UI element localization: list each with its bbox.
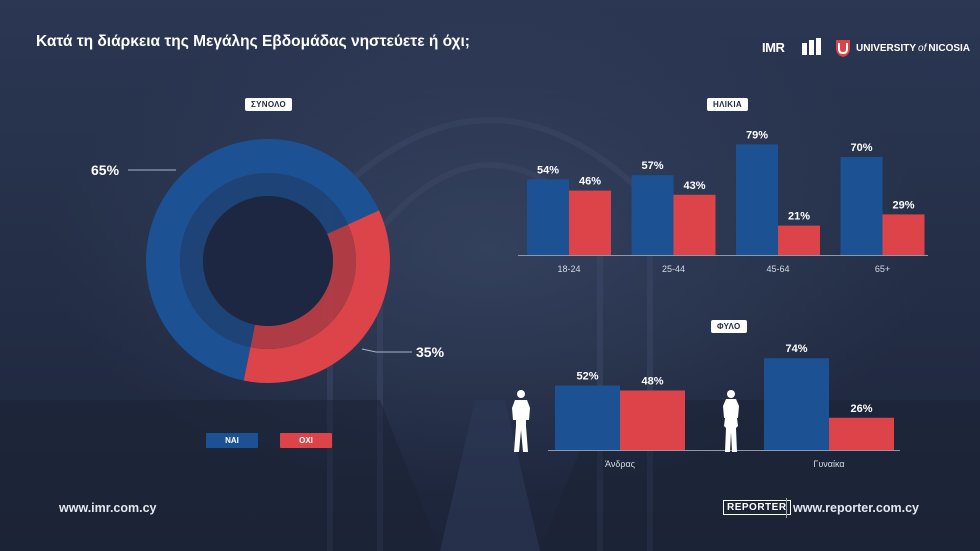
reporter-logo: REPORTER xyxy=(723,500,791,515)
bar-no-1 xyxy=(829,417,894,450)
university-of-nicosia-logo: UNIVERSITY of NICOSIA xyxy=(834,38,970,58)
bar-value-label: 26% xyxy=(850,403,872,415)
category-label: Γυναίκα xyxy=(813,459,844,469)
category-label: Άνδρας xyxy=(605,459,636,469)
bar-value-label: 46% xyxy=(579,176,601,188)
unic-nicosia: NICOSIA xyxy=(928,42,971,54)
bar-chart-age: 54% 46% 18-24 57% 43% 25-44 79% 21% 45-64 70% 29% 6… xyxy=(518,129,928,274)
bar-yes-0 xyxy=(527,179,569,255)
bar-value-label: 52% xyxy=(576,371,598,383)
imr-logo: IMR xyxy=(762,40,785,55)
bar-yes-1 xyxy=(631,175,674,255)
category-label: 25-44 xyxy=(662,264,685,274)
badge-gender: ΦΥΛΟ xyxy=(711,320,747,333)
gender-figures xyxy=(512,390,739,452)
unic-shield-icon xyxy=(836,40,850,57)
donut-slice-no xyxy=(243,210,390,383)
page-title: Κατά τη διάρκεια της Μεγάλης Εβδομάδας ν… xyxy=(36,33,470,50)
footer-divider xyxy=(786,498,787,518)
bar-value-label: 48% xyxy=(641,375,663,387)
legend-no: ΟΧΙ xyxy=(280,433,332,448)
bar-no-1 xyxy=(673,194,716,255)
bar-yes-1 xyxy=(764,358,829,450)
bar-yes-0 xyxy=(555,385,620,450)
unic-of: of xyxy=(918,42,927,54)
bar-yes-2 xyxy=(736,144,778,255)
donut-hole xyxy=(203,196,333,326)
donut-label-yes: 65% xyxy=(91,162,120,178)
bar-no-3 xyxy=(882,214,925,255)
bar-value-label: 43% xyxy=(683,180,705,192)
bar-chart-gender: 52% 48% Άνδρας 74% 26% Γυναίκα xyxy=(548,343,900,469)
donut-label-no: 35% xyxy=(416,344,445,360)
badge-total: ΣΥΝΟΛΟ xyxy=(245,98,293,111)
unic-university: UNIVERSITY xyxy=(856,42,917,54)
category-label: 18-24 xyxy=(557,264,580,274)
footer-reporter-url[interactable]: www.reporter.com.cy xyxy=(793,501,919,515)
columns-logo-icon xyxy=(800,37,824,62)
bar-no-0 xyxy=(620,390,685,450)
leader-line-no xyxy=(361,348,412,353)
bar-value-label: 29% xyxy=(892,199,914,211)
donut-chart-total: 65% 35% xyxy=(91,138,445,383)
imr-logo-text: IMR xyxy=(762,40,785,55)
male-figure-icon xyxy=(512,390,530,452)
legend-yes: ΝΑΙ xyxy=(206,433,258,448)
footer-imr-url[interactable]: www.imr.com.cy xyxy=(59,501,157,515)
category-label: 45-64 xyxy=(766,264,789,274)
female-figure-icon xyxy=(723,390,739,452)
donut-slice-no-inner xyxy=(250,224,356,349)
category-label: 65+ xyxy=(875,264,890,274)
bar-yes-3 xyxy=(840,157,883,255)
bar-value-label: 79% xyxy=(746,129,768,141)
donut-slice-yes xyxy=(145,138,380,381)
bar-value-label: 70% xyxy=(850,142,872,154)
bar-value-label: 57% xyxy=(641,160,663,172)
bar-value-label: 54% xyxy=(537,164,559,176)
bar-no-2 xyxy=(778,225,820,255)
bar-value-label: 74% xyxy=(785,343,807,355)
bar-value-label: 21% xyxy=(788,211,810,223)
badge-age: ΗΛΙΚΙΑ xyxy=(707,98,748,111)
bar-no-0 xyxy=(569,190,611,255)
